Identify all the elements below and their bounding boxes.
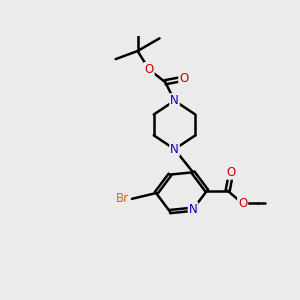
Text: Br: Br [116, 192, 130, 206]
Text: N: N [170, 94, 179, 107]
Text: O: O [226, 166, 236, 179]
Text: O: O [238, 197, 247, 210]
Text: N: N [189, 203, 197, 216]
Text: O: O [179, 72, 188, 85]
Text: O: O [145, 63, 154, 76]
Text: N: N [170, 143, 179, 156]
